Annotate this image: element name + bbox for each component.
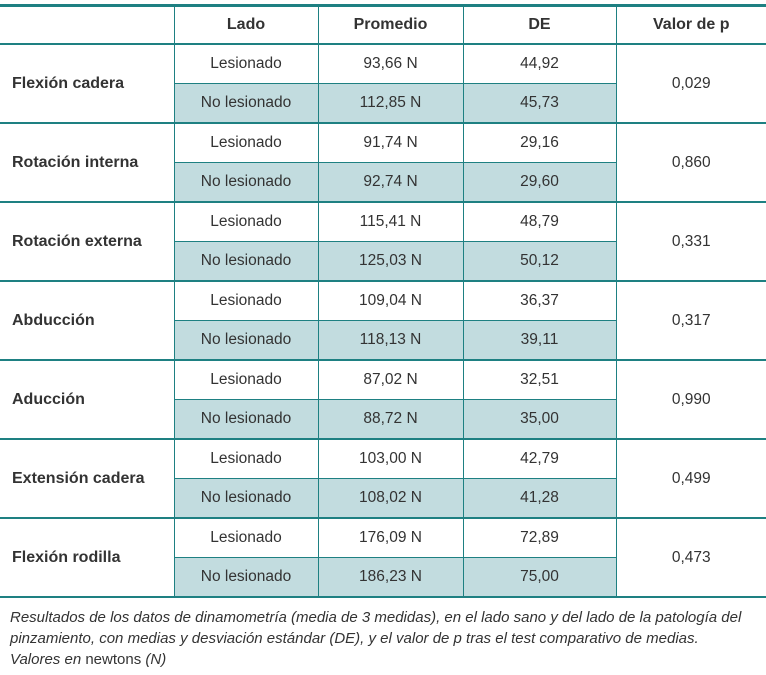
cell-de: 39,11: [462, 320, 617, 360]
cell-de: 41,28: [462, 478, 617, 518]
cell-de: 72,89: [462, 517, 617, 558]
cell-lado: Lesionado: [173, 201, 319, 242]
header-de: DE: [462, 5, 617, 45]
cell-de: 29,16: [462, 122, 617, 163]
cell-promedio: 125,03 N: [317, 241, 464, 281]
caption-unit: newtons: [85, 651, 142, 668]
cell-promedio: 176,09 N: [317, 517, 464, 558]
cell-promedio: 103,00 N: [317, 438, 464, 479]
table-row: No lesionado 92,74 N 29,60: [0, 162, 766, 202]
cell-promedio: 109,04 N: [317, 280, 464, 321]
cell-de: 36,37: [462, 280, 617, 321]
table-row: Flexión cadera Lesionado 93,66 N 44,92 0…: [0, 43, 766, 123]
cell-lado: Lesionado: [173, 359, 319, 400]
table-row: Flexión rodilla Lesionado 176,09 N 72,89…: [0, 517, 766, 597]
table-row: Rotación interna Lesionado 91,74 N 29,16…: [0, 122, 766, 202]
table-row: Aducción Lesionado 87,02 N 32,51 0,990: [0, 359, 766, 439]
cell-p-value: 0,860: [615, 122, 766, 202]
cell-promedio: 115,41 N: [317, 201, 464, 242]
cell-lado: Lesionado: [173, 438, 319, 479]
caption-suffix: (N): [141, 651, 167, 668]
header-promedio: Promedio: [317, 5, 464, 45]
table-row: No lesionado 88,72 N 35,00: [0, 399, 766, 439]
header-row: Lado Promedio DE Valor de p: [0, 5, 766, 45]
cell-promedio: 93,66 N: [317, 43, 464, 84]
cell-de: 29,60: [462, 162, 617, 202]
cell-de: 32,51: [462, 359, 617, 400]
cell-promedio: 91,74 N: [317, 122, 464, 163]
row-label: Rotación interna: [0, 122, 175, 202]
table-header: Lado Promedio DE Valor de p: [0, 5, 766, 45]
cell-de: 75,00: [462, 557, 617, 597]
cell-p-value: 0,499: [615, 438, 766, 518]
cell-lado: No lesionado: [173, 478, 319, 518]
cell-lado: No lesionado: [173, 83, 319, 123]
cell-de: 48,79: [462, 201, 617, 242]
cell-promedio: 112,85 N: [317, 83, 464, 123]
cell-p-value: 0,473: [615, 517, 766, 597]
header-empty: [0, 5, 175, 45]
caption-text: Resultados de los datos de dinamometría …: [10, 609, 742, 668]
table-row: No lesionado 108,02 N 41,28: [0, 478, 766, 518]
cell-lado: No lesionado: [173, 320, 319, 360]
row-label: Rotación externa: [0, 201, 175, 281]
row-label: Extensión cadera: [0, 438, 175, 518]
cell-promedio: 88,72 N: [317, 399, 464, 439]
dynamometry-table: Lado Promedio DE Valor de p Flexión cade…: [0, 4, 766, 598]
table-row: Rotación externa Lesionado 115,41 N 48,7…: [0, 201, 766, 281]
cell-lado: No lesionado: [173, 399, 319, 439]
table-row: No lesionado 125,03 N 50,12: [0, 241, 766, 281]
cell-lado: No lesionado: [173, 241, 319, 281]
cell-de: 50,12: [462, 241, 617, 281]
header-lado: Lado: [173, 5, 319, 45]
table-row: Extensión cadera Lesionado 103,00 N 42,7…: [0, 438, 766, 518]
cell-p-value: 0,990: [615, 359, 766, 439]
row-label: Abducción: [0, 280, 175, 360]
table-caption: Resultados de los datos de dinamometría …: [10, 607, 752, 670]
cell-p-value: 0,029: [615, 43, 766, 123]
cell-de: 42,79: [462, 438, 617, 479]
cell-promedio: 186,23 N: [317, 557, 464, 597]
row-label: Flexión rodilla: [0, 517, 175, 597]
cell-promedio: 108,02 N: [317, 478, 464, 518]
cell-lado: No lesionado: [173, 162, 319, 202]
cell-lado: Lesionado: [173, 43, 319, 84]
table-row: No lesionado 118,13 N 39,11: [0, 320, 766, 360]
table-row: Abducción Lesionado 109,04 N 36,37 0,317: [0, 280, 766, 360]
cell-lado: No lesionado: [173, 557, 319, 597]
table-body: Flexión cadera Lesionado 93,66 N 44,92 0…: [0, 43, 766, 597]
cell-lado: Lesionado: [173, 280, 319, 321]
cell-p-value: 0,331: [615, 201, 766, 281]
cell-promedio: 87,02 N: [317, 359, 464, 400]
cell-promedio: 118,13 N: [317, 320, 464, 360]
header-valor-p: Valor de p: [615, 5, 766, 45]
cell-de: 35,00: [462, 399, 617, 439]
cell-de: 45,73: [462, 83, 617, 123]
row-label: Aducción: [0, 359, 175, 439]
table-row: No lesionado 112,85 N 45,73: [0, 83, 766, 123]
cell-de: 44,92: [462, 43, 617, 84]
table-row: No lesionado 186,23 N 75,00: [0, 557, 766, 597]
row-label: Flexión cadera: [0, 43, 175, 123]
cell-lado: Lesionado: [173, 517, 319, 558]
cell-promedio: 92,74 N: [317, 162, 464, 202]
cell-p-value: 0,317: [615, 280, 766, 360]
cell-lado: Lesionado: [173, 122, 319, 163]
